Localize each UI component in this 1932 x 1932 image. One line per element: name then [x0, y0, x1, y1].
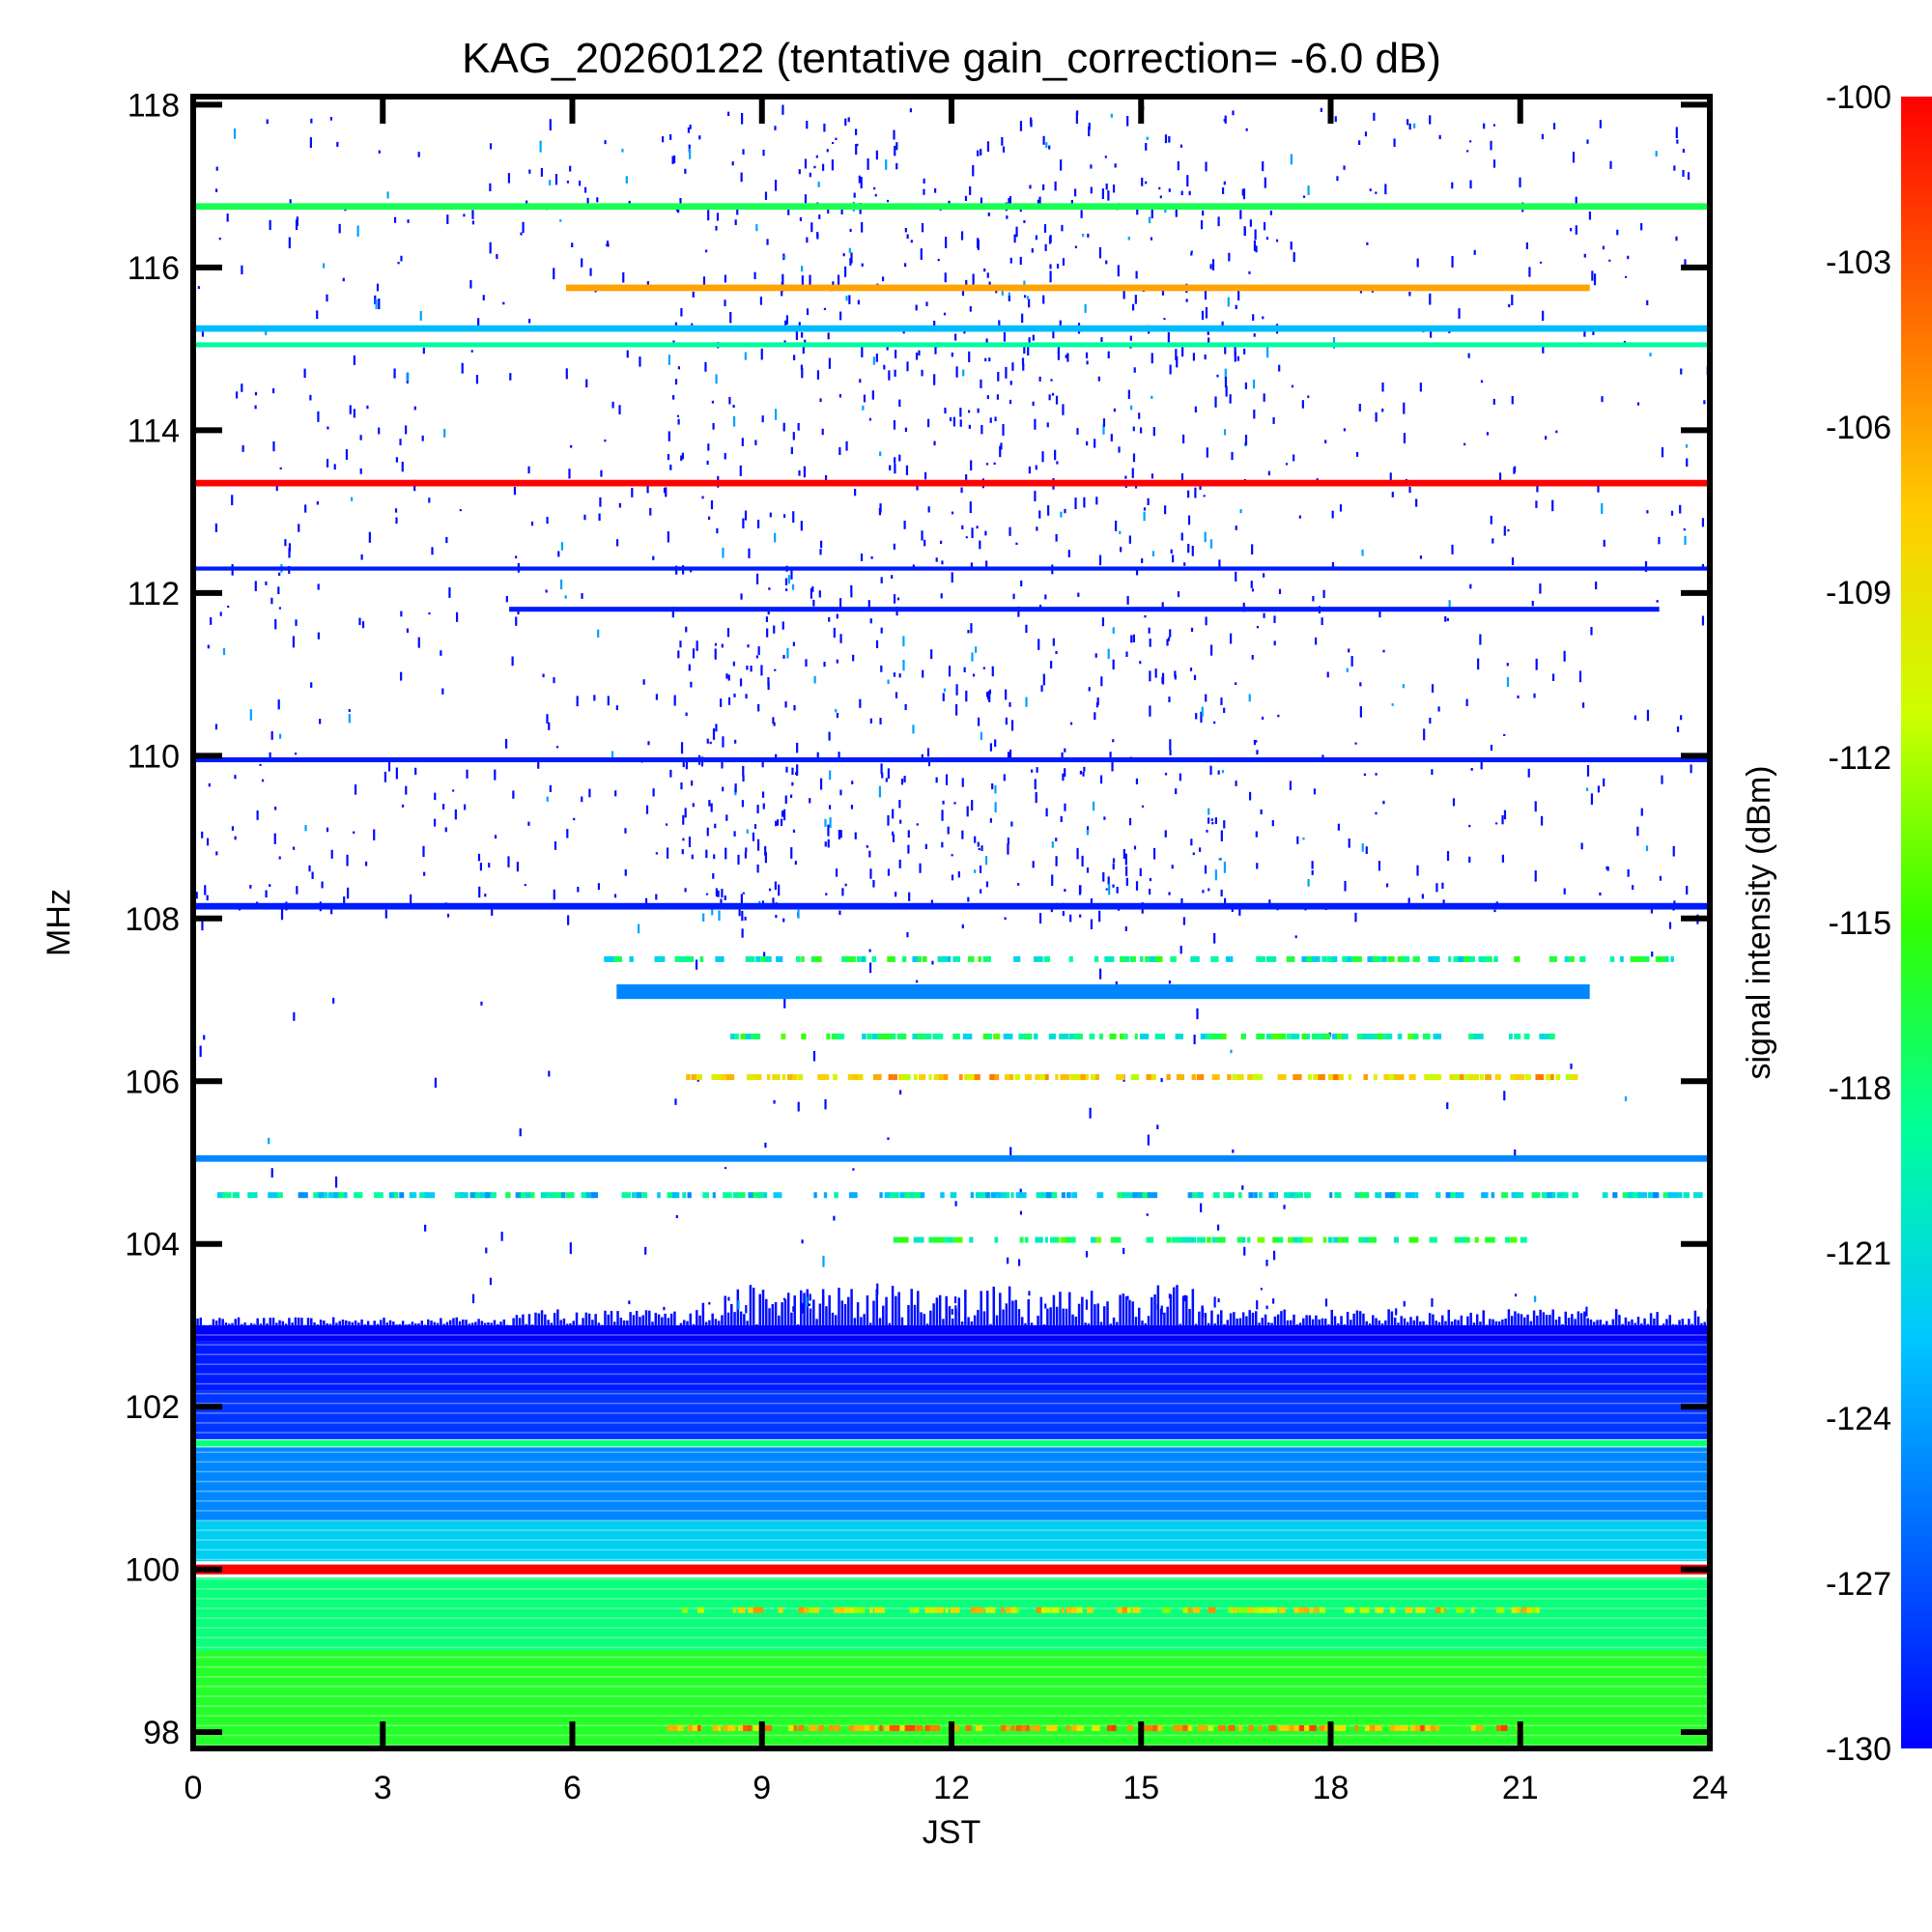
y-tick-label: 108	[125, 901, 180, 938]
y-tick-label: 118	[128, 87, 180, 124]
y-tick-label: 110	[128, 738, 180, 775]
colorbar-tick-label: -112	[1828, 740, 1891, 777]
x-axis-label: JST	[923, 1814, 980, 1851]
y-tick-label: 112	[128, 576, 180, 612]
y-tick-label: 116	[128, 250, 180, 287]
x-tick-label: 18	[1313, 1770, 1350, 1806]
background-region	[193, 1520, 1710, 1562]
signal-band	[193, 902, 1710, 910]
colorbar-tick-label: -109	[1826, 575, 1891, 611]
colorbar-tick-label: -130	[1826, 1731, 1891, 1768]
signal-band	[509, 607, 1660, 612]
colorbar-tick-label: -100	[1826, 79, 1891, 116]
y-tick-label: 114	[128, 412, 180, 449]
signal-band	[193, 566, 1710, 571]
signal-band	[193, 479, 1710, 487]
colorbar-tick-label: -124	[1826, 1401, 1891, 1437]
signal-band	[193, 1439, 1710, 1447]
colorbar-tick-label: -106	[1826, 410, 1891, 446]
signal-band	[193, 1564, 1710, 1575]
y-tick-label: 104	[125, 1227, 180, 1264]
background-region	[193, 1577, 1710, 1651]
plot-area	[193, 104, 1710, 1748]
signal-band	[193, 203, 1710, 211]
colorbar-label: signal intensity (dBm)	[1741, 765, 1777, 1079]
background-region	[193, 1324, 1710, 1342]
x-tick-label: 6	[563, 1770, 582, 1806]
signal-band	[193, 1154, 1710, 1162]
signal-band	[565, 284, 1590, 292]
signal-bands	[193, 203, 1710, 1575]
background-region	[193, 1447, 1710, 1521]
x-tick-label: 12	[933, 1770, 970, 1806]
colorbar-tick-label: -103	[1826, 244, 1891, 281]
colorbar	[1901, 97, 1932, 1748]
chart-title: KAG_20260122 (tentative gain_correction=…	[462, 35, 1441, 82]
y-axis: 98 100 102 104 106 108 110 112 114 116 118	[125, 87, 1710, 1751]
x-axis: 0 3 6 9 12 15 18 21 24	[185, 97, 1728, 1806]
x-tick-label: 24	[1691, 1770, 1728, 1806]
x-tick-label: 3	[374, 1770, 392, 1806]
signal-band	[193, 757, 1710, 763]
signal-band	[193, 342, 1710, 348]
colorbar-tick-label: -115	[1828, 905, 1891, 942]
colorbar-tick-label: -118	[1828, 1070, 1891, 1107]
signal-band	[616, 984, 1590, 1000]
x-tick-label: 9	[753, 1770, 771, 1806]
background-region	[193, 1390, 1710, 1439]
colorbar-tick-label: -121	[1826, 1236, 1891, 1272]
y-tick-label: 100	[125, 1552, 180, 1589]
intermittent-signals	[216, 955, 1703, 1731]
noise-edge	[193, 1285, 1710, 1325]
signal-band	[193, 325, 1710, 332]
x-tick-label: 15	[1122, 1770, 1159, 1806]
colorbar-tick-label: -127	[1826, 1566, 1891, 1603]
colorbar-ticks: -100 -103 -106 -109 -112 -115 -118 -121 -124 -127…	[1826, 79, 1891, 1768]
y-tick-label: 98	[143, 1715, 180, 1751]
x-tick-label: 21	[1502, 1770, 1539, 1806]
y-axis-label: MHz	[41, 889, 77, 956]
y-tick-label: 106	[125, 1064, 180, 1100]
y-tick-label: 102	[125, 1389, 180, 1426]
background-region	[193, 1341, 1710, 1391]
x-tick-label: 0	[185, 1770, 203, 1806]
